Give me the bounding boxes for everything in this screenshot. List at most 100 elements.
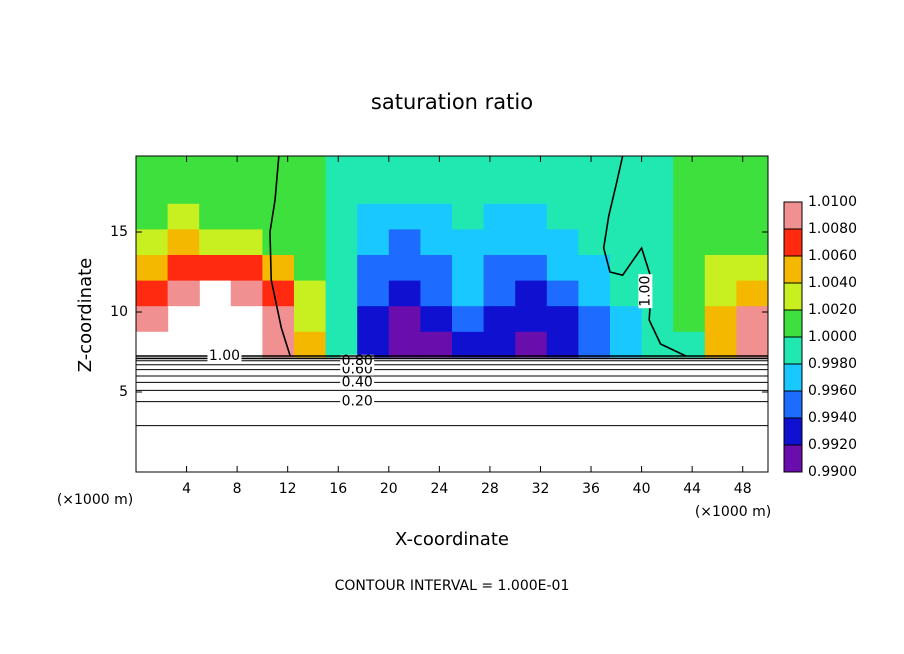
- field-cell: [230, 228, 263, 255]
- field-cell: [199, 228, 232, 255]
- field-cell: [641, 156, 674, 179]
- colorbar-tick-label: 1.0060: [808, 248, 857, 264]
- y-tick-label: 15: [110, 224, 128, 240]
- field-cell: [673, 203, 706, 230]
- field-cell: [736, 203, 768, 230]
- field-cell: [515, 331, 548, 358]
- contour-label-bg: [340, 376, 375, 389]
- field-cell: [420, 305, 453, 332]
- contour-line: [602, 156, 687, 357]
- field-cell: [167, 228, 200, 255]
- field-cell: [578, 254, 611, 281]
- field-cell: [420, 280, 453, 307]
- colorbar-tick-label: 0.9920: [808, 437, 857, 453]
- field-cell: [388, 228, 421, 255]
- contour-label: 1.00: [209, 348, 240, 364]
- field-cell: [294, 156, 327, 179]
- field-cell: [230, 203, 263, 230]
- contour-label: 0.80: [342, 353, 373, 369]
- field-cell: [641, 177, 674, 204]
- field-cell: [483, 305, 516, 332]
- field-cell: [167, 177, 200, 204]
- colorbar-tick-label: 0.9960: [808, 383, 857, 399]
- field-cell: [483, 331, 516, 358]
- field-cell: [610, 305, 643, 332]
- contour-line: [269, 156, 291, 357]
- field-cell: [325, 203, 358, 230]
- field-cell: [262, 177, 295, 204]
- field-cell: [199, 254, 232, 281]
- y-tick-label: 5: [119, 384, 128, 400]
- x-tick-label: 16: [329, 481, 347, 497]
- field-cell: [736, 331, 768, 358]
- field-cell: [483, 254, 516, 281]
- field-cell: [452, 228, 485, 255]
- colorbar-band: [784, 364, 802, 391]
- field-cell: [610, 156, 643, 179]
- footer: CONTOUR INTERVAL = 1.000E-01: [335, 578, 570, 594]
- field-cell: [230, 177, 263, 204]
- field-cell: [578, 280, 611, 307]
- colorbar-tick-label: 0.9900: [808, 464, 857, 480]
- field-cell: [325, 254, 358, 281]
- field-cell: [167, 156, 200, 179]
- x-tick-label: 4: [182, 481, 191, 497]
- field-cell: [673, 156, 706, 179]
- colorbar-tick-label: 1.0000: [808, 329, 857, 345]
- field-cell: [578, 305, 611, 332]
- contours: 0.200.400.600.801.001.00: [136, 156, 768, 427]
- field-cell: [641, 331, 674, 358]
- field-cell: [483, 228, 516, 255]
- field-cell: [420, 156, 453, 179]
- field-cell: [546, 228, 579, 255]
- field-cell: [294, 203, 327, 230]
- field-cell: [515, 280, 548, 307]
- field-cell: [546, 254, 579, 281]
- field-cell: [452, 280, 485, 307]
- field-cell: [357, 177, 390, 204]
- field-cell: [704, 228, 737, 255]
- chart-title: saturation ratio: [371, 90, 533, 114]
- x-unit-label: (×1000 m): [695, 504, 771, 520]
- field-cell: [546, 305, 579, 332]
- field-cell: [641, 203, 674, 230]
- field-cell: [483, 156, 516, 179]
- field-cell: [452, 305, 485, 332]
- contour-label-bg: [340, 395, 375, 408]
- field-cell: [294, 177, 327, 204]
- field-cell: [136, 254, 169, 281]
- field-cell: [673, 254, 706, 281]
- field-cell: [483, 203, 516, 230]
- x-tick-label: 8: [233, 481, 242, 497]
- field-cell: [483, 177, 516, 204]
- x-tick-label: 28: [481, 481, 499, 497]
- field: [136, 156, 768, 358]
- field-cell: [262, 203, 295, 230]
- colorbar-tick-label: 1.0080: [808, 221, 857, 237]
- colorbar-band: [784, 283, 802, 310]
- colorbar-band: [784, 310, 802, 337]
- x-tick-label: 20: [380, 481, 398, 497]
- field-cell: [515, 177, 548, 204]
- field-cell: [230, 254, 263, 281]
- field-cell: [167, 280, 200, 307]
- colorbar-tick-label: 1.0100: [808, 194, 857, 210]
- field-cell: [704, 305, 737, 332]
- x-tick-label: 40: [633, 481, 651, 497]
- field-cell: [452, 177, 485, 204]
- colorbar-band: [784, 202, 802, 229]
- field-cell: [136, 228, 169, 255]
- field-cell: [704, 280, 737, 307]
- field-cell: [167, 254, 200, 281]
- x-tick-label: 44: [683, 481, 701, 497]
- field-cell: [673, 228, 706, 255]
- field-cell: [357, 203, 390, 230]
- field-cell: [388, 177, 421, 204]
- field-cell: [325, 305, 358, 332]
- field-cell: [199, 203, 232, 230]
- field-cell: [578, 331, 611, 358]
- field-cell: [262, 280, 295, 307]
- x-tick-label: 32: [532, 481, 550, 497]
- field-cell: [294, 254, 327, 281]
